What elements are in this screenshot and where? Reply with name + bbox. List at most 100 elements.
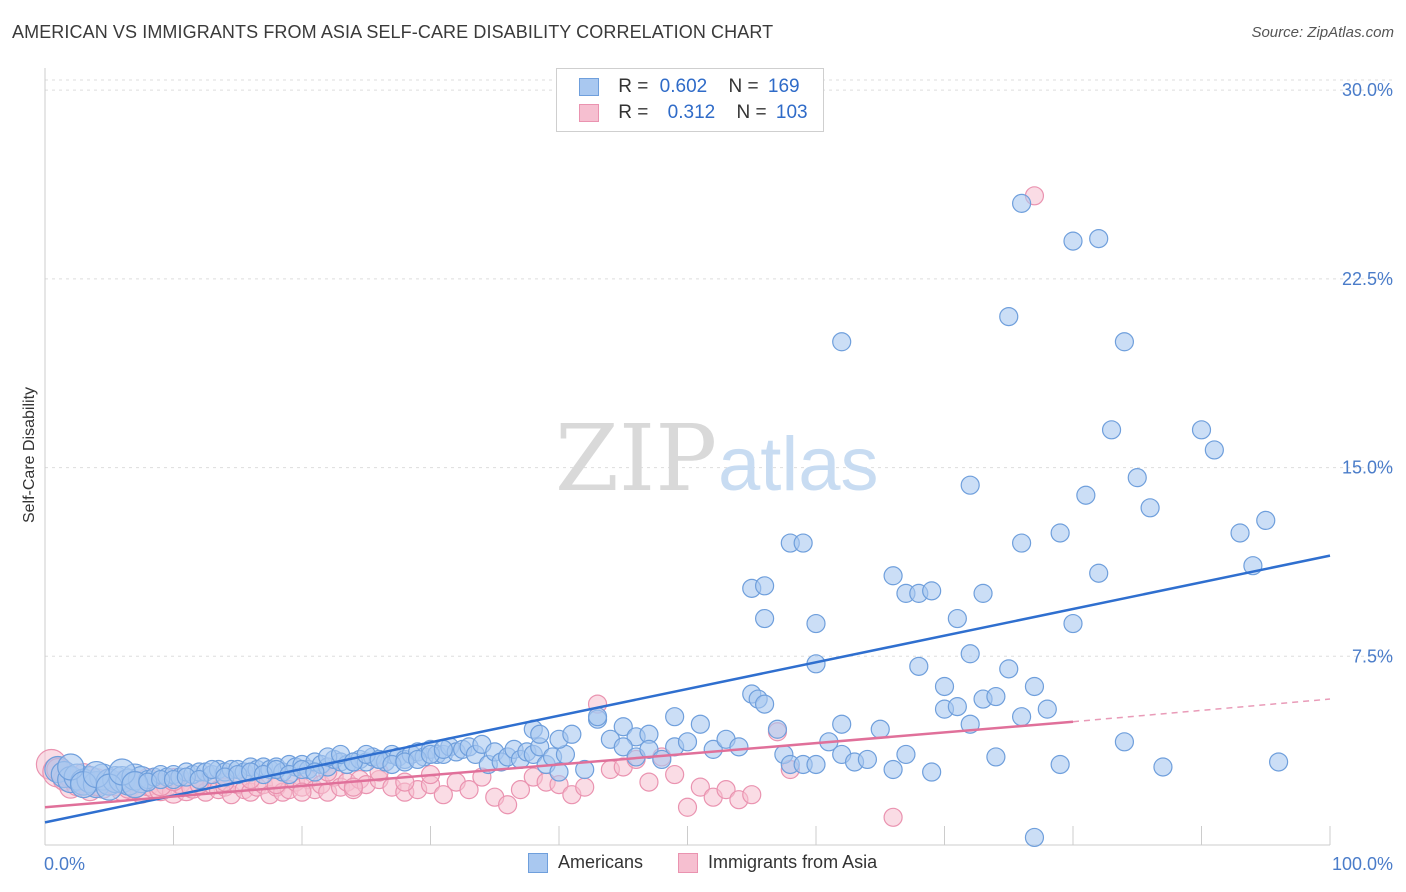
americans-point (575, 759, 595, 780)
legend-label-americans: Americans (558, 852, 644, 872)
americans-point (767, 719, 788, 739)
tick-labels: 7.5% 15.0% 22.5% 30.0% 0.0% 100.0% (44, 80, 1393, 874)
americans-point (870, 719, 890, 739)
asia-point (883, 807, 903, 827)
legend-n-label: N = (728, 76, 759, 97)
americans-point (909, 656, 929, 676)
americans-point (883, 566, 903, 586)
americans-point (754, 608, 775, 629)
americans-point (973, 583, 993, 603)
americans-point (665, 707, 685, 727)
chart-title: AMERICAN VS IMMIGRANTS FROM ASIA SELF-CA… (12, 22, 774, 42)
legend-n-value: 103 (775, 102, 808, 123)
asia-point (716, 780, 736, 800)
americans-point (922, 762, 942, 782)
legend-n-label: N = (736, 102, 767, 123)
asia-point (433, 785, 453, 805)
americans-point (1076, 485, 1096, 505)
asia-point (459, 780, 479, 800)
legend-r-value: 0.602 (659, 76, 708, 97)
americans-point (999, 659, 1019, 679)
americans-point (1063, 231, 1083, 251)
asia-point (665, 764, 685, 785)
americans-point (530, 724, 550, 744)
asia-point (677, 797, 698, 817)
americans-point (1256, 510, 1276, 531)
americans-point (1089, 228, 1109, 249)
americans-point (754, 694, 775, 714)
americans-point (832, 332, 852, 352)
americans-point (1191, 420, 1212, 440)
legend-n-value: 169 (767, 76, 800, 97)
asia-swatch (579, 103, 599, 122)
chart-source: Source: ZipAtlas.com (1251, 24, 1394, 41)
americans-point (729, 737, 749, 757)
americans-point (1050, 754, 1070, 775)
americans-point (960, 475, 980, 495)
americans-point (1114, 732, 1135, 752)
watermark: ZIP atlas (555, 405, 879, 512)
trend-lines (44, 554, 1331, 824)
x-tick-label: 0.0% (44, 854, 85, 874)
asia-point (575, 777, 595, 797)
legend-item-americans: Americans (528, 852, 644, 874)
americans-point (703, 739, 723, 759)
legend-row-americans: R = 0.602 N = 169 (579, 76, 800, 100)
americans-point (549, 762, 569, 782)
americans-point (934, 676, 955, 697)
legend-item-asia: Immigrants from Asia (678, 852, 877, 874)
americans-point (613, 737, 633, 757)
americans-swatch (579, 77, 599, 96)
americans-point (922, 581, 942, 601)
grid-lines (45, 79, 1395, 657)
legend-r-label: R = (618, 102, 649, 123)
americans-point (1011, 707, 1032, 727)
y-tick-label: 7.5% (1352, 646, 1393, 666)
americans-point (1140, 498, 1160, 518)
americans-point (947, 697, 967, 717)
americans-point (793, 533, 813, 553)
americans-point (986, 686, 1006, 707)
americans-point (947, 608, 967, 629)
asia-point (510, 780, 531, 800)
americans-point (1024, 676, 1045, 697)
americans-point (690, 714, 710, 734)
americans-point (1063, 613, 1083, 634)
asia-trend-line (44, 720, 1074, 809)
asia-point (292, 782, 312, 802)
y-tick-label: 22.5% (1342, 269, 1393, 289)
americans-point (677, 732, 698, 752)
americans-point (832, 714, 852, 734)
asia-swatch (678, 853, 699, 874)
axes (44, 68, 1331, 846)
americans-point (1153, 757, 1173, 777)
asia-trend-extension (1072, 698, 1331, 723)
americans-point (960, 644, 980, 664)
x-tick-label: 100.0% (1332, 854, 1393, 874)
legend-r-label: R = (618, 76, 649, 97)
americans-point (189, 769, 209, 790)
legend-r-value: 0.312 (667, 102, 716, 123)
americans-point (806, 754, 826, 775)
americans-swatch (528, 853, 548, 874)
asia-point (742, 785, 762, 805)
asia-point (690, 777, 710, 797)
americans-point (562, 724, 582, 744)
americans-point (613, 717, 633, 737)
americans-point (896, 744, 916, 765)
americans-point (1011, 193, 1032, 213)
asia-point (498, 795, 518, 815)
americans-point (883, 759, 903, 780)
americans-point (857, 749, 878, 770)
watermark-zip: ZIP (555, 405, 717, 512)
y-tick-label: 30.0% (1342, 80, 1393, 100)
watermark-atlas: atlas (718, 422, 879, 507)
y-axis-label: Self-Care Disability (21, 387, 38, 523)
americans-point (1101, 420, 1122, 440)
americans-point (587, 707, 608, 727)
legend-row-asia: R = 0.312 N = 103 (579, 102, 808, 126)
americans-point (986, 747, 1006, 767)
americans-point (1127, 468, 1147, 488)
americans-point (639, 739, 659, 759)
americans-point (1089, 563, 1109, 583)
